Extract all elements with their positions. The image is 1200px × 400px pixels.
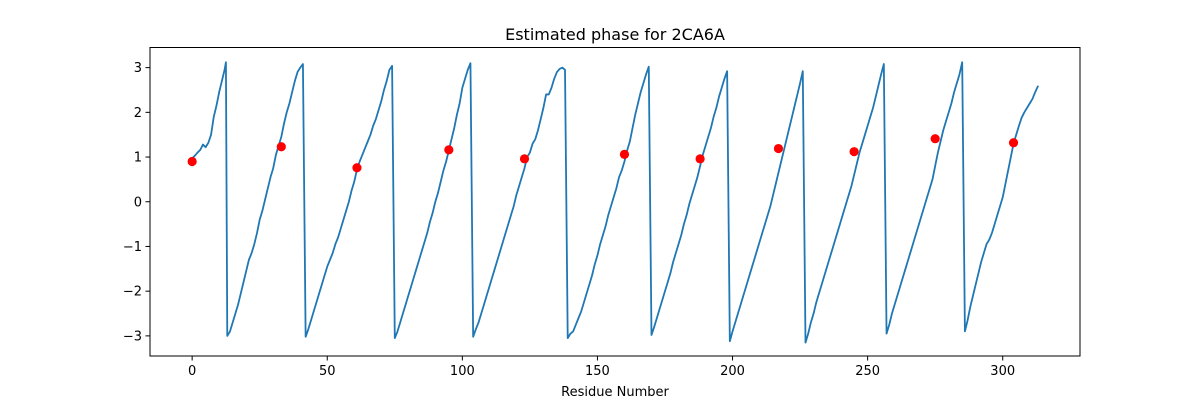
phase-marker-point: [773, 143, 784, 154]
phase-marker-point: [276, 142, 286, 152]
phase-marker-point: [619, 149, 630, 159]
y-tick-label: −1: [123, 240, 142, 255]
x-tick-label: 100: [450, 364, 475, 379]
phase-marker-point: [930, 134, 940, 144]
y-tick-label: 0: [134, 195, 142, 210]
x-tick-label: 0: [188, 364, 196, 379]
y-tick-label: −3: [123, 329, 142, 344]
x-tick-label: 150: [585, 364, 610, 379]
phase-marker-point: [187, 156, 197, 167]
y-tick-label: 1: [134, 151, 142, 166]
x-tick-label: 250: [855, 364, 880, 379]
axis-ticks: 0 50 100 150 200 250 300 −3 −2 −1 0 1 2 3: [123, 61, 1015, 379]
phase-line-series: [191, 61, 1039, 344]
x-axis-label: Residue Number: [561, 385, 669, 400]
plot-marks: [187, 61, 1039, 344]
phase-marker-point: [352, 163, 362, 173]
x-tick-label: 200: [720, 364, 745, 379]
x-tick-label: 50: [319, 364, 336, 379]
y-tick-label: 3: [134, 61, 142, 76]
phase-marker-point: [519, 154, 530, 164]
chart-title: Estimated phase for 2CA6A: [505, 25, 725, 44]
phase-marker-point: [695, 154, 705, 164]
plot-frame: [149, 47, 1081, 357]
phase-marker-point: [849, 147, 859, 157]
y-tick-label: 2: [134, 106, 142, 121]
x-tick-label: 300: [990, 364, 1015, 379]
y-tick-label: −2: [123, 285, 142, 300]
phase-marker-point: [1008, 138, 1019, 148]
phase-marker-point: [444, 145, 454, 155]
